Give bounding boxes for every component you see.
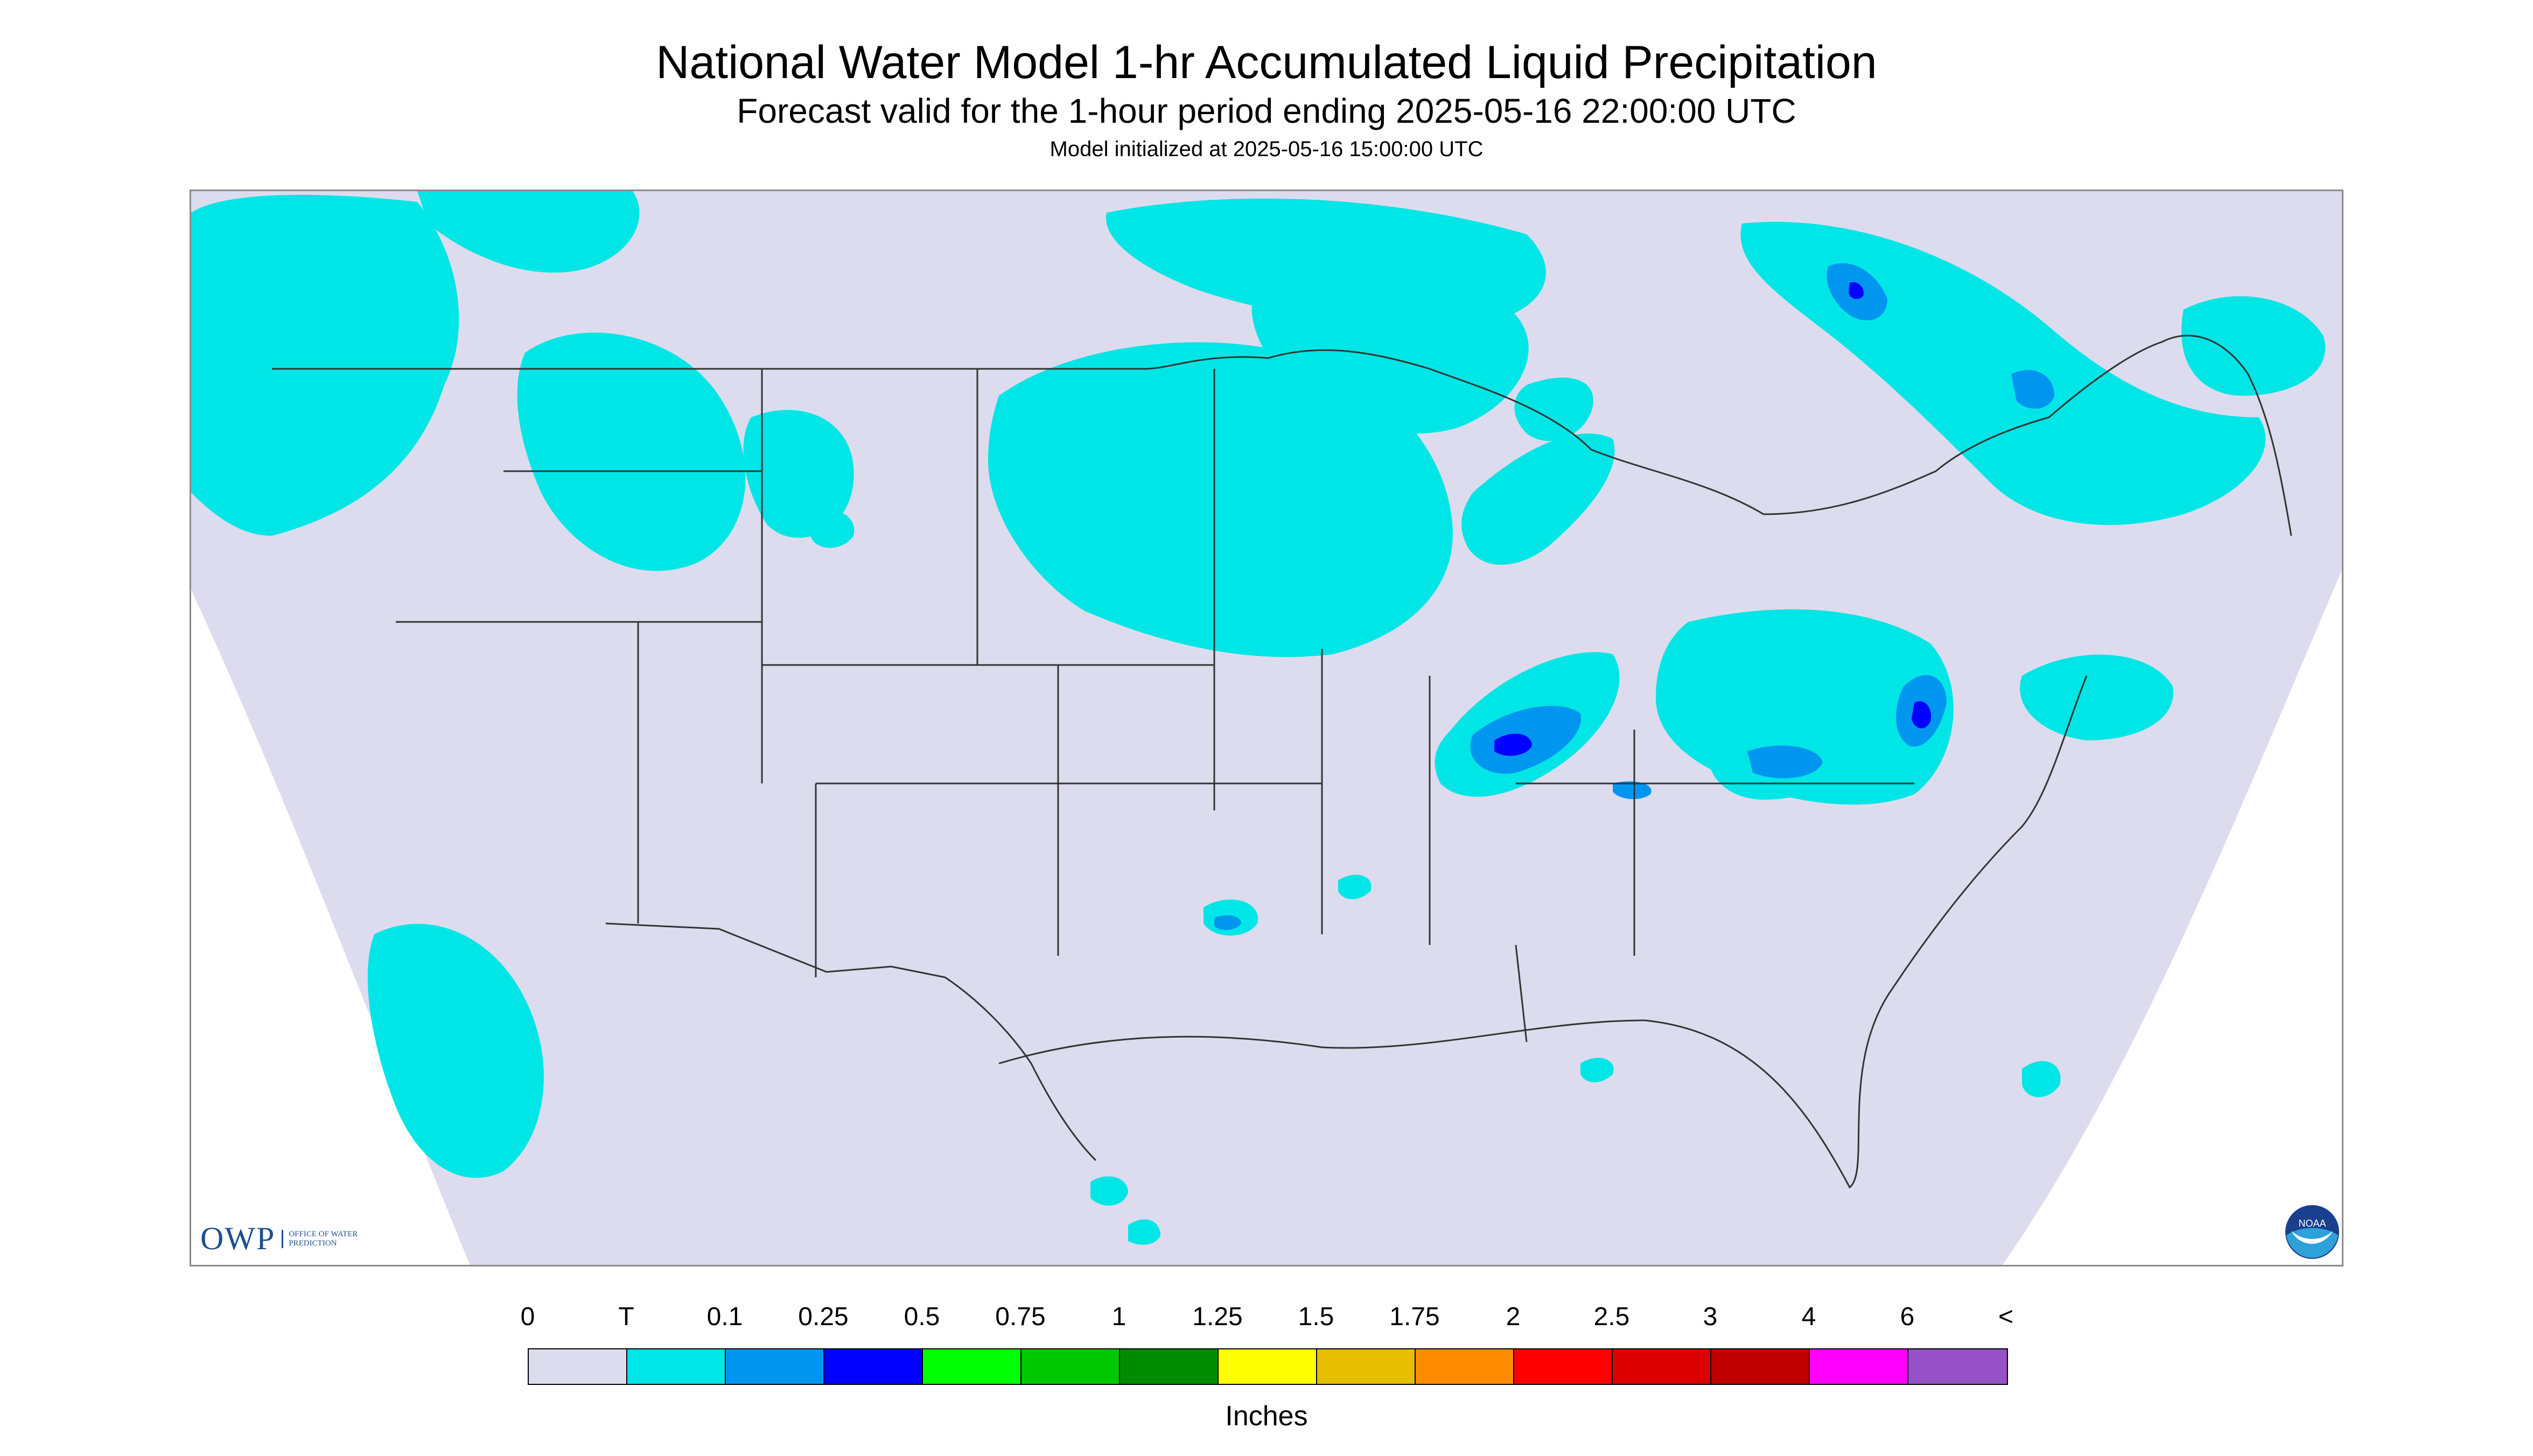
precip-area-pacific-nw <box>191 194 459 536</box>
legend-tick-label: 0.5 <box>904 1303 940 1331</box>
precip-area-northern-rockies <box>743 410 854 538</box>
legend-swatch <box>1416 1349 1514 1384</box>
legend-swatch <box>1219 1349 1317 1384</box>
legend-swatch <box>627 1349 726 1384</box>
precip-cell <box>1338 874 1372 899</box>
legend-tick-label: 1.75 <box>1389 1303 1440 1331</box>
precip-moderate-texas <box>1214 915 1241 930</box>
precip-area-upper-midwest <box>988 342 1453 657</box>
precip-area-michigan <box>1514 377 1593 442</box>
precip-area-ontario <box>1106 198 1546 327</box>
precip-area-atlantic <box>2020 654 2173 740</box>
noaa-logo-text: NOAA <box>2298 1218 2326 1229</box>
precip-heavy-cell <box>1912 701 1931 729</box>
precip-moderate-kentucky <box>1747 745 1823 779</box>
precip-area-southwest <box>367 923 544 1178</box>
legend-swatch <box>1317 1349 1416 1384</box>
legend-swatch <box>726 1349 824 1384</box>
owp-logo-text: OFFICE OF WATER PREDICTION <box>282 1229 369 1248</box>
gulf-coastline <box>998 675 2088 1189</box>
precip-area-pacific-nw <box>417 191 640 273</box>
precip-cell <box>1580 1058 1614 1082</box>
precip-cell <box>1090 1176 1128 1206</box>
legend-tick-label: 1.5 <box>1298 1303 1334 1331</box>
legend-tick-label: 3 <box>1703 1303 1718 1331</box>
legend-color-bar <box>528 1348 2008 1385</box>
precip-area-northern-rockies <box>517 332 746 571</box>
precip-area-michigan <box>1461 433 1615 565</box>
us-mexico-border <box>605 922 1097 1161</box>
legend-tick-label: 2 <box>1506 1303 1521 1331</box>
legend-tick-label: 2.5 <box>1593 1303 1630 1331</box>
precip-moderate-quebec <box>2011 370 2054 409</box>
legend-swatch <box>1711 1349 1810 1384</box>
legend-tick-label: 0.1 <box>706 1303 743 1331</box>
legend-units-label: Inches <box>1225 1401 1308 1432</box>
legend-tick-labels: 0 T 0.1 0.25 0.5 0.75 1 1.25 1.5 1.75 2 2.5 3 4 6 < <box>0 1302 2533 1334</box>
precipitation-map <box>190 190 2343 1266</box>
precip-moderate-ohio <box>1613 781 1652 800</box>
legend-tick-label: T <box>618 1303 634 1331</box>
map-title: National Water Model 1-hr Accumulated Li… <box>656 37 1877 88</box>
owp-logo: OWP OFFICE OF WATER PREDICTION <box>200 1220 369 1257</box>
legend-tick-label: 1.25 <box>1192 1303 1243 1331</box>
legend-swatch <box>923 1349 1021 1384</box>
precip-area-maine <box>2181 296 2326 396</box>
legend-tick-label: 4 <box>1801 1303 1816 1331</box>
us-canada-border <box>272 334 2292 536</box>
legend-tick-label: 6 <box>1900 1303 1915 1331</box>
model-init-label: Model initialized at 2025-05-16 15:00:00… <box>1049 137 1484 161</box>
precip-cell <box>1128 1219 1160 1245</box>
forecast-valid-subtitle: Forecast valid for the 1-hour period end… <box>737 92 1796 130</box>
legend-swatch <box>1810 1349 1908 1384</box>
owp-logo-letters: OWP <box>200 1221 276 1256</box>
legend-swatch <box>1021 1349 1120 1384</box>
legend-tick-label: < <box>1998 1303 2014 1331</box>
legend-swatch <box>824 1349 923 1384</box>
state-border <box>396 369 1914 1042</box>
precip-cell <box>810 510 855 548</box>
legend-swatch <box>1514 1349 1613 1384</box>
legend-tick-label: 0 <box>520 1303 535 1331</box>
legend-tick-label: 0.25 <box>798 1303 849 1331</box>
legend-tick-label: 0.75 <box>995 1303 1046 1331</box>
noaa-logo: NOAA <box>2285 1205 2339 1259</box>
precip-heavy-cell <box>1494 733 1532 756</box>
legend-swatch <box>1613 1349 1711 1384</box>
precip-cell <box>2022 1061 2061 1097</box>
legend-swatch <box>1908 1349 2007 1384</box>
precip-heavy-cell <box>1849 282 1864 299</box>
legend-swatch <box>529 1349 627 1384</box>
legend-tick-label: 1 <box>1111 1303 1126 1331</box>
legend-swatch <box>1120 1349 1219 1384</box>
